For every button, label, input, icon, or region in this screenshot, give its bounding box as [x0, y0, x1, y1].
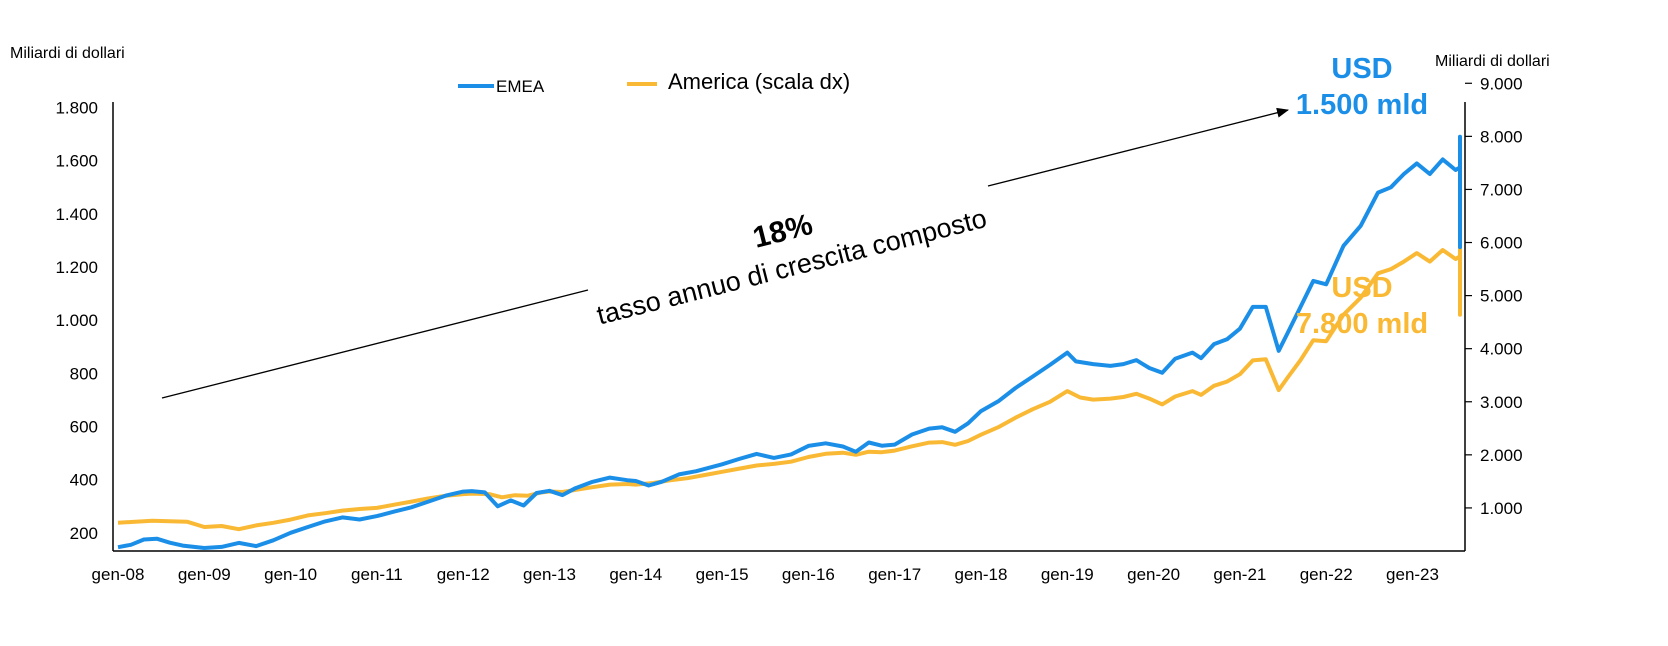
- right-tick-label: 6.000: [1480, 234, 1523, 253]
- callout-america-line2: 7.800 mld: [1296, 308, 1428, 340]
- x-tick-label: gen-19: [1041, 565, 1094, 584]
- x-tick-label: gen-10: [264, 565, 317, 584]
- x-axis-ticks: gen-08 gen-09 gen-10 gen-11 gen-12 gen-13 gen-…: [92, 565, 1439, 584]
- left-axis-title: Miliardi di dollari: [10, 45, 125, 62]
- left-tick-label: 1.200: [55, 258, 98, 277]
- left-tick-label: 200: [70, 524, 98, 543]
- trend-arrow: [987, 107, 1289, 187]
- x-tick-label: gen-09: [178, 565, 231, 584]
- right-axis-ticks: 1.000 2.000 3.000 4.000 5.000 6.000 7.000 8.000…: [1465, 74, 1523, 518]
- left-tick-label: 1.400: [55, 205, 98, 224]
- right-tick-label: 7.000: [1480, 180, 1523, 199]
- callout-emea-line2: 1.500 mld: [1296, 89, 1428, 121]
- series-line-america: [117, 233, 1462, 532]
- left-tick-label: 800: [70, 364, 98, 383]
- x-tick-label: gen-13: [523, 565, 576, 584]
- trend-annotation: 18% tasso annuo di crescita composto: [161, 107, 1289, 399]
- left-tick-label: 1.000: [55, 311, 98, 330]
- legend-label-america: America (scala dx): [668, 69, 850, 94]
- x-tick-label: gen-23: [1386, 565, 1439, 584]
- trend-line-segment: [161, 289, 589, 399]
- legend: EMEA America (scala dx): [458, 69, 850, 96]
- x-tick-label: gen-21: [1213, 565, 1266, 584]
- right-tick-label: 4.000: [1480, 340, 1523, 359]
- x-tick-label: gen-11: [351, 565, 403, 584]
- right-tick-label: 5.000: [1480, 287, 1523, 306]
- callout-america-line1: USD: [1331, 272, 1392, 304]
- right-tick-label: 9.000: [1480, 74, 1523, 93]
- x-tick-label: gen-15: [696, 565, 749, 584]
- x-tick-label: gen-12: [437, 565, 490, 584]
- x-tick-label: gen-18: [955, 565, 1008, 584]
- callout-emea: USD 1.500 mld: [1296, 53, 1428, 121]
- right-axis-title: Miliardi di dollari: [1435, 53, 1550, 70]
- legend-label-emea: EMEA: [496, 77, 545, 96]
- callout-emea-line1: USD: [1331, 53, 1392, 85]
- x-tick-label: gen-14: [609, 565, 662, 584]
- right-tick-label: 2.000: [1480, 446, 1523, 465]
- x-tick-label: gen-22: [1300, 565, 1353, 584]
- series-line-emea: [117, 134, 1462, 550]
- left-tick-label: 1.600: [55, 152, 98, 171]
- x-tick-label: gen-08: [92, 565, 145, 584]
- right-tick-label: 3.000: [1480, 393, 1523, 412]
- x-tick-label: gen-20: [1127, 565, 1180, 584]
- x-tick-label: gen-16: [782, 565, 835, 584]
- left-tick-label: 1.800: [55, 99, 98, 118]
- left-axis-ticks: 200 400 600 800 1.000 1.200 1.400 1.600 1.800: [55, 99, 98, 543]
- right-tick-label: 1.000: [1480, 499, 1523, 518]
- x-tick-label: gen-17: [868, 565, 921, 584]
- callout-america: USD 7.800 mld: [1296, 272, 1428, 340]
- left-tick-label: 600: [70, 418, 98, 437]
- right-tick-label: 8.000: [1480, 127, 1523, 146]
- left-tick-label: 400: [70, 471, 98, 490]
